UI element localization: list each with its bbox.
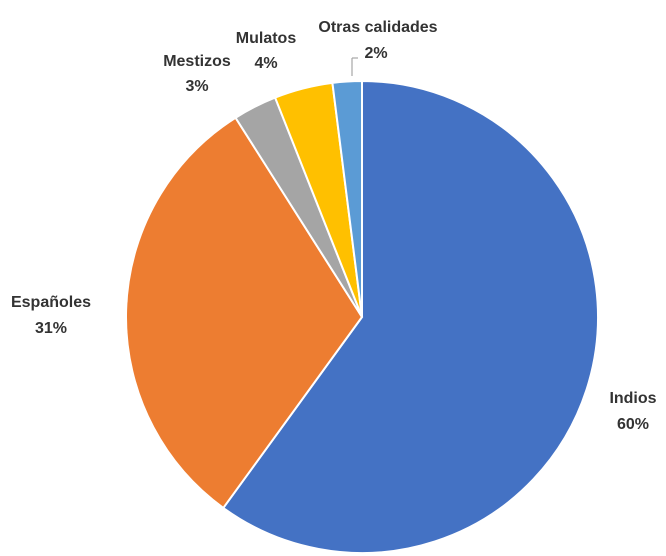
slice-name-mestizos: Mestizos xyxy=(163,53,231,70)
slice-value-espanoles: 31% xyxy=(35,320,67,337)
slice-name-otras-calidades: Otras calidades xyxy=(318,19,437,36)
slice-name-indios: Indios xyxy=(609,390,656,407)
slice-label-otras-calidades: Otras calidades 2% xyxy=(318,19,437,62)
slice-label-mestizos: Mestizos 3% xyxy=(163,53,231,95)
slice-value-mulatos: 4% xyxy=(254,55,277,72)
slice-label-mulatos: Mulatos 4% xyxy=(236,30,297,72)
slice-value-mestizos: 3% xyxy=(185,78,208,95)
pie-slices xyxy=(125,79,599,554)
pie-slice-indios xyxy=(221,79,599,554)
slice-value-otras-calidades: 2% xyxy=(364,45,387,62)
slice-label-espanoles: Españoles 31% xyxy=(11,294,91,337)
pie-slice-espanoles xyxy=(125,116,364,510)
slice-name-mulatos: Mulatos xyxy=(236,30,297,47)
pie-slice-otras-calidades xyxy=(331,79,363,318)
slice-value-indios: 60% xyxy=(617,416,649,433)
slice-name-espanoles: Españoles xyxy=(11,294,91,311)
slice-label-indios: Indios 60% xyxy=(609,390,656,433)
